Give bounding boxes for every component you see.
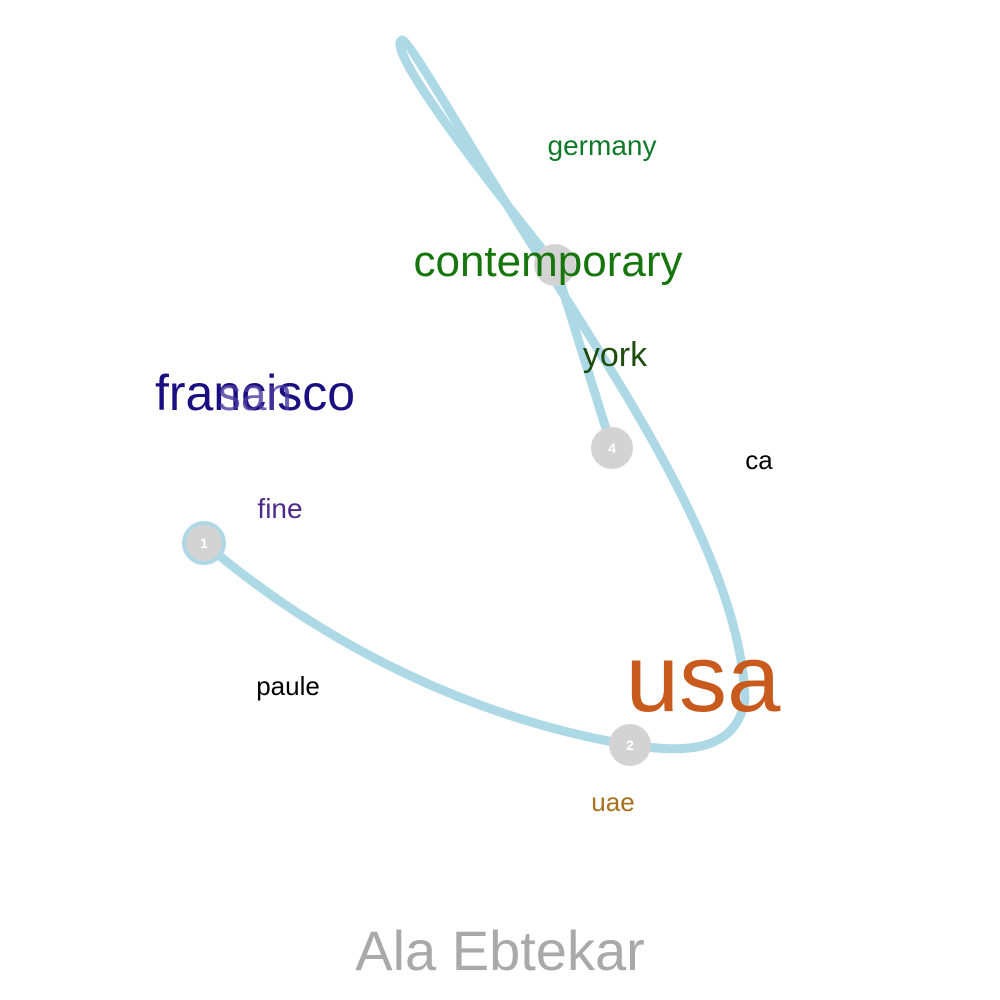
trajectory-path — [199, 35, 750, 754]
node-1: 1 — [182, 521, 226, 565]
word-ca: ca — [745, 445, 773, 475]
node-4-label: 4 — [608, 440, 616, 456]
node-2-label: 2 — [626, 737, 634, 753]
node-1-label: 1 — [200, 535, 208, 551]
artist-caption: Ala Ebtekar — [355, 919, 645, 982]
word-uae: uae — [591, 787, 634, 817]
word-usa: usa — [626, 625, 781, 732]
word-paule: paule — [256, 671, 320, 701]
word-fine: fine — [257, 493, 302, 524]
node-3 — [534, 244, 576, 286]
word-germany: germany — [548, 130, 657, 161]
word-contemporary: contemporary — [413, 237, 682, 286]
node-4: 4 — [591, 427, 633, 469]
word-francisco: francisco — [155, 365, 355, 421]
word-york: york — [583, 336, 648, 374]
node-2: 2 — [609, 724, 651, 766]
word-san: san — [218, 368, 292, 420]
